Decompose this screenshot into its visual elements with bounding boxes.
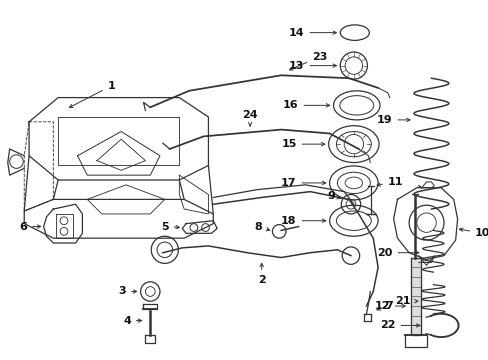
Text: 10: 10 bbox=[459, 228, 488, 238]
Text: 3: 3 bbox=[118, 287, 137, 297]
Text: 18: 18 bbox=[281, 216, 325, 226]
Text: 16: 16 bbox=[283, 100, 329, 111]
Text: 13: 13 bbox=[288, 60, 336, 71]
Text: 19: 19 bbox=[376, 115, 409, 125]
Text: 1: 1 bbox=[69, 81, 115, 108]
Text: 23: 23 bbox=[289, 52, 327, 70]
Text: 12: 12 bbox=[373, 301, 405, 311]
Text: 22: 22 bbox=[379, 320, 419, 330]
Text: 5: 5 bbox=[161, 221, 179, 231]
Text: 14: 14 bbox=[288, 28, 336, 38]
Text: 4: 4 bbox=[123, 316, 141, 325]
Text: 17: 17 bbox=[281, 178, 325, 188]
Text: 8: 8 bbox=[253, 221, 269, 231]
Text: 6: 6 bbox=[19, 221, 41, 231]
Text: 7: 7 bbox=[376, 301, 392, 311]
Text: 2: 2 bbox=[257, 264, 265, 285]
Text: 20: 20 bbox=[377, 248, 418, 258]
Text: 24: 24 bbox=[242, 110, 257, 126]
Text: 9: 9 bbox=[327, 190, 340, 201]
Text: 15: 15 bbox=[281, 139, 324, 149]
Text: 11: 11 bbox=[376, 177, 403, 187]
Text: 21: 21 bbox=[395, 296, 417, 306]
